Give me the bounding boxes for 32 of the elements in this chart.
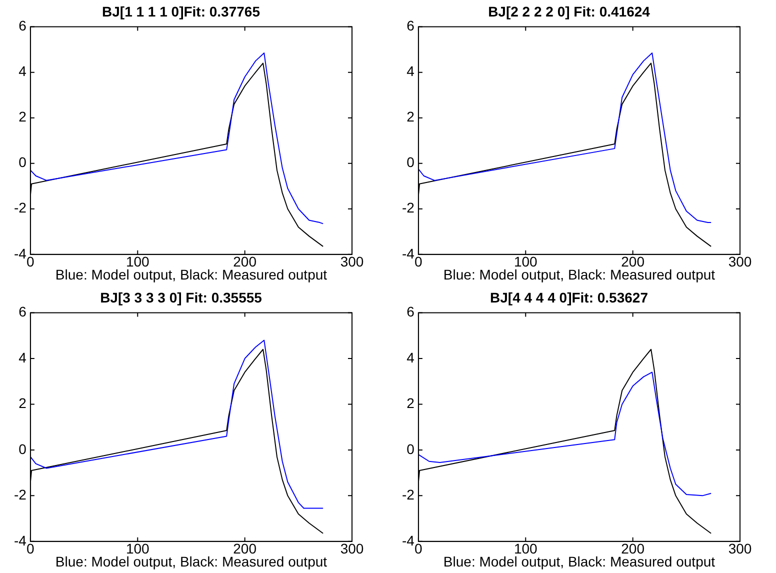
y-tick-label: -4 — [14, 532, 27, 548]
chart-title: BJ[1 1 1 1 0]Fit: 0.37765 — [102, 3, 260, 20]
y-tick-label: -2 — [14, 200, 27, 216]
y-tick-label: -2 — [402, 486, 415, 503]
y-tick-label: 6 — [406, 304, 415, 320]
y-tick-label: 6 — [18, 304, 27, 320]
y-tick-label: 0 — [18, 154, 27, 170]
y-tick-label: 0 — [406, 154, 415, 170]
y-tick-label: 6 — [406, 18, 415, 34]
y-tick-label: -2 — [14, 486, 27, 503]
y-tick-label: 6 — [18, 18, 27, 34]
y-tick-label: 2 — [18, 395, 27, 412]
y-tick-label: 4 — [18, 349, 27, 366]
chart-title: BJ[2 2 2 2 0] Fit: 0.41624 — [488, 3, 650, 20]
y-tick-label: 2 — [18, 108, 27, 125]
y-tick-label: 2 — [406, 395, 415, 412]
y-tick-label: -4 — [402, 532, 415, 548]
y-tick-label: 4 — [406, 349, 415, 366]
y-tick-label: -2 — [402, 200, 415, 216]
y-tick-label: 0 — [18, 440, 27, 457]
y-tick-label: -4 — [402, 245, 415, 262]
x-tick-label: 300 — [340, 254, 364, 270]
y-tick-label: 4 — [406, 63, 415, 80]
y-tick-label: 4 — [18, 63, 27, 80]
x-tick-label: 300 — [340, 540, 364, 557]
x-tick-label: 300 — [728, 540, 752, 557]
y-tick-label: 0 — [406, 440, 415, 457]
y-tick-label: -4 — [14, 245, 27, 262]
x-tick-label: 300 — [728, 254, 752, 270]
chart-title: BJ[3 3 3 3 0] Fit: 0.35555 — [100, 289, 262, 306]
y-tick-label: 2 — [406, 108, 415, 125]
chart-title: BJ[4 4 4 4 0]Fit: 0.53627 — [490, 289, 648, 306]
